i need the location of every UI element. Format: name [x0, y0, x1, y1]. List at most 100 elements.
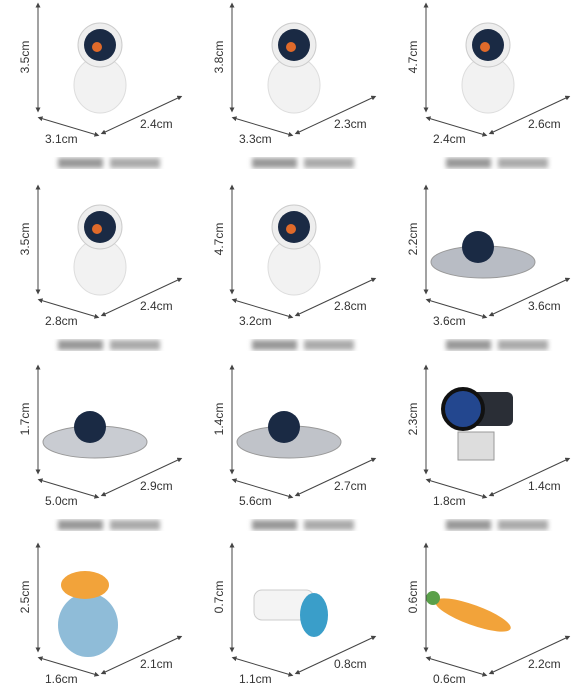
blurred-caption: [252, 340, 354, 350]
product-cell: 2.5cm 1.6cm 2.1cm: [18, 542, 183, 686]
height-label: 1.7cm: [18, 403, 32, 436]
width-label: 3.2cm: [239, 314, 272, 328]
product-image: [58, 571, 118, 657]
planet: [92, 42, 102, 52]
width-label: 3.1cm: [45, 132, 78, 146]
depth-line: [488, 95, 571, 135]
width-line: [231, 478, 294, 499]
product-cell: 3.5cm 2.8cm 2.4cm: [18, 184, 183, 350]
height-label: 3.5cm: [18, 41, 32, 74]
planet: [286, 42, 296, 52]
depth-line: [294, 635, 377, 675]
width-line: [231, 116, 294, 137]
blur-block: [110, 520, 160, 530]
depth-line: [100, 457, 183, 497]
width-label: 1.8cm: [433, 494, 466, 508]
height-label: 3.5cm: [18, 223, 32, 256]
product-image: [267, 204, 321, 296]
blurred-caption: [252, 158, 354, 168]
width-label: 5.6cm: [239, 494, 272, 508]
product-cell: 2.2cm 3.6cm 3.6cm: [406, 184, 571, 350]
blurred-caption: [446, 520, 548, 530]
blur-block: [110, 340, 160, 350]
depth-label: 2.6cm: [528, 117, 561, 131]
width-line: [425, 298, 488, 319]
product-image: [267, 22, 321, 114]
blur-block: [252, 340, 297, 350]
blur-block: [446, 520, 491, 530]
depth-label: 2.4cm: [140, 117, 173, 131]
width-label: 3.6cm: [433, 314, 466, 328]
height-label: 0.7cm: [212, 581, 226, 614]
product-image: [42, 411, 148, 459]
depth-line: [294, 457, 377, 497]
depth-label: 2.7cm: [334, 479, 367, 493]
width-line: [425, 116, 488, 137]
depth-label: 2.1cm: [140, 657, 173, 671]
depth-label: 0.8cm: [334, 657, 367, 671]
blurred-caption: [58, 158, 160, 168]
width-label: 0.6cm: [433, 672, 466, 686]
width-line: [425, 478, 488, 499]
product-cell: 3.8cm 3.3cm 2.3cm: [212, 2, 377, 168]
height-label: 4.7cm: [406, 41, 420, 74]
width-label: 2.8cm: [45, 314, 78, 328]
dome: [268, 411, 300, 443]
product-cell: 1.7cm 5.0cm 2.9cm: [18, 364, 183, 530]
blur-block: [110, 158, 160, 168]
blur-block: [58, 158, 103, 168]
width-line: [231, 298, 294, 319]
product-image: [73, 204, 127, 296]
width-line: [425, 656, 488, 677]
basket: [58, 593, 118, 657]
blur-block: [498, 158, 548, 168]
depth-label: 2.9cm: [140, 479, 173, 493]
depth-line: [100, 635, 183, 675]
height-label: 0.6cm: [406, 581, 420, 614]
blur-block: [58, 340, 103, 350]
product-cell: 2.3cm 1.8cm 1.4cm: [406, 364, 571, 530]
height-label: 4.7cm: [212, 223, 226, 256]
depth-line: [488, 277, 571, 317]
blurred-caption: [252, 520, 354, 530]
product-image: [426, 591, 511, 632]
depth-label: 2.4cm: [140, 299, 173, 313]
width-label: 1.6cm: [45, 672, 78, 686]
blur-block: [304, 158, 354, 168]
product-cell: 4.7cm 3.2cm 2.8cm: [212, 184, 377, 350]
width-line: [37, 478, 100, 499]
product-image: [430, 231, 536, 279]
width-line: [37, 116, 100, 137]
width-line: [37, 298, 100, 319]
product-cell: 3.5cm 3.1cm 2.4cm: [18, 2, 183, 168]
product-image: [441, 387, 513, 461]
depth-line: [294, 277, 377, 317]
height-label: 2.3cm: [406, 403, 420, 436]
blur-block: [498, 340, 548, 350]
depth-label: 3.6cm: [528, 299, 561, 313]
blurred-caption: [446, 340, 548, 350]
planet: [92, 224, 102, 234]
dome: [74, 411, 106, 443]
product-image: [253, 589, 328, 637]
depth-line: [488, 457, 571, 497]
dome: [462, 231, 494, 263]
width-line: [37, 656, 100, 677]
width-label: 1.1cm: [239, 672, 272, 686]
height-label: 2.2cm: [406, 223, 420, 256]
height-label: 3.8cm: [212, 41, 226, 74]
fruit: [61, 571, 109, 599]
depth-line: [100, 95, 183, 135]
depth-label: 2.2cm: [528, 657, 561, 671]
blur-block: [252, 520, 297, 530]
width-line: [231, 656, 294, 677]
blurred-caption: [446, 158, 548, 168]
product-image: [236, 411, 342, 459]
product-cell: 0.6cm 0.6cm 2.2cm: [406, 542, 571, 686]
depth-line: [488, 635, 571, 675]
blur-block: [498, 520, 548, 530]
blur-block: [304, 520, 354, 530]
depth-label: 1.4cm: [528, 479, 561, 493]
depth-line: [294, 95, 377, 135]
